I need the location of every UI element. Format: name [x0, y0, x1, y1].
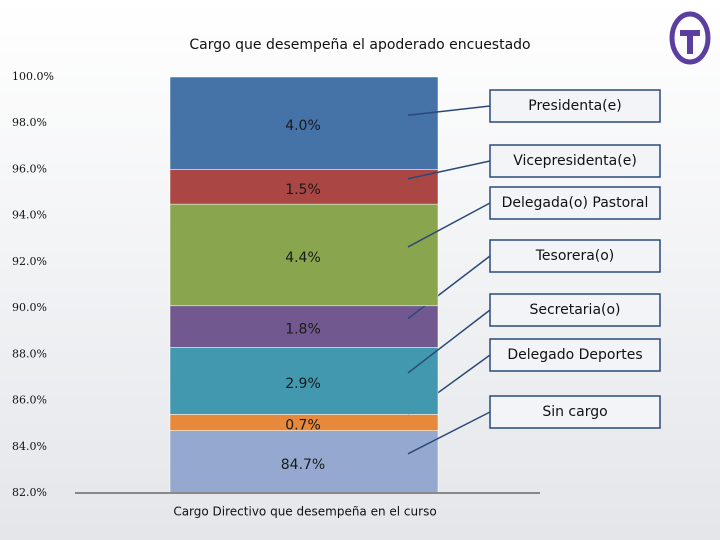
- y-tick-label: 86.0%: [12, 394, 47, 407]
- y-tick-label: 96.0%: [12, 162, 47, 175]
- leader-line: [407, 255, 491, 320]
- bar-segment: [169, 203, 439, 307]
- x-tick-label: Cargo Directivo que desempeña en el curs…: [173, 505, 436, 519]
- value-label: 1.5%: [285, 182, 321, 198]
- leader-line: [407, 411, 491, 455]
- y-tick-label: 100.0%: [12, 70, 54, 83]
- bar-segment: [169, 430, 439, 494]
- legend-box: [489, 89, 661, 123]
- value-label: 2.9%: [285, 376, 321, 392]
- bar-segment: [169, 305, 439, 348]
- leader-line: [407, 160, 491, 180]
- legend-label: Vicepresidenta(e): [513, 153, 637, 169]
- leader-line: [407, 309, 491, 374]
- legend-label: Tesorera(o): [535, 248, 615, 264]
- bar-segment: [169, 76, 439, 170]
- legend-box: [489, 338, 661, 372]
- y-tick-label: 84.0%: [12, 440, 47, 453]
- y-tick-label: 92.0%: [12, 255, 47, 268]
- value-label: 84.7%: [281, 457, 325, 473]
- chart-title: Cargo que desempeña el apoderado encuest…: [189, 37, 530, 53]
- leader-line: [407, 202, 491, 248]
- legend-label: Delegada(o) Pastoral: [502, 195, 649, 211]
- legend-label: Secretaria(o): [529, 302, 620, 318]
- legend-box: [489, 144, 661, 178]
- legend-label: Delegado Deportes: [507, 347, 642, 363]
- legend-label: Presidenta(e): [528, 98, 621, 114]
- value-label: 4.4%: [285, 250, 321, 266]
- y-tick-label: 94.0%: [12, 209, 47, 222]
- y-tick-label: 82.0%: [12, 486, 47, 499]
- bar-segment: [169, 347, 439, 415]
- y-tick-label: 98.0%: [12, 116, 47, 129]
- y-tick-label: 90.0%: [12, 301, 47, 314]
- legend-box: [489, 239, 661, 273]
- logo: [669, 11, 711, 65]
- legend-box: [489, 186, 661, 220]
- legend-box: [489, 395, 661, 429]
- value-label: 1.8%: [285, 322, 321, 338]
- y-tick-label: 88.0%: [12, 347, 47, 360]
- value-label: 4.0%: [285, 118, 321, 134]
- legend-box: [489, 293, 661, 327]
- leader-line: [407, 105, 491, 116]
- value-label: 0.7%: [285, 418, 321, 434]
- legend-label: Sin cargo: [542, 404, 607, 420]
